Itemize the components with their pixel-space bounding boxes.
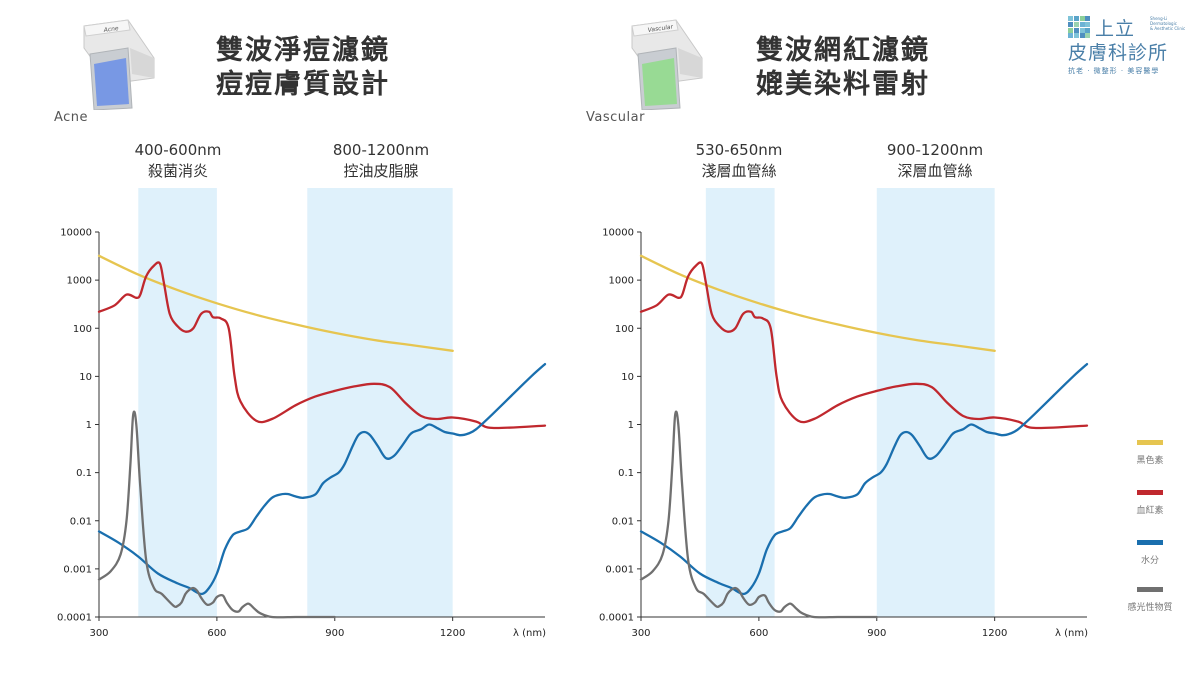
panel-2-band-1-label: 530-650nm 淺層血管絲 [695, 141, 783, 180]
legend-swatch [1137, 440, 1163, 445]
y-tick-label: 0.01 [70, 516, 92, 527]
y-tick-label: 1 [628, 420, 634, 431]
logo-english-name: Sheng-Li Dermatologic & Aesthetic Clinic [1150, 16, 1186, 31]
y-tick-label: 10 [621, 372, 634, 383]
y-tick-label: 1000 [609, 276, 634, 287]
series-line-4 [639, 410, 878, 619]
legend-label: 水分 [1140, 556, 1159, 566]
x-tick-label: 1200 [982, 628, 1007, 639]
legend-item-water: 水分 [1110, 540, 1190, 566]
series-line-2 [97, 261, 547, 430]
series-line-1 [639, 254, 996, 352]
vascular-filter-stamp: Vascular [647, 23, 674, 34]
x-tick-label: 600 [749, 628, 768, 639]
vascular-absorption-chart: 0.0001 0.001 0.01 0.1 1 10 100 1000 10000 300 600 9… [599, 188, 1089, 639]
x-tick-label: 300 [89, 628, 108, 639]
y-tick-label: 100 [615, 324, 634, 335]
y-tick-label: 0.1 [76, 468, 92, 479]
legend-swatch [1137, 490, 1163, 495]
series-line-4 [97, 410, 336, 619]
acne-absorption-chart: 0.0001 0.001 0.01 0.1 1 10 100 1000 10000 300 600 9… [57, 188, 547, 639]
vascular-filter-glass [642, 58, 677, 106]
panel-1-filter-tag: Acne [54, 110, 89, 125]
panel-1-band-2-label: 800-1200nm 控油皮脂腺 [332, 141, 430, 180]
legend-swatch [1137, 540, 1163, 545]
y-tick-label: 10000 [602, 228, 634, 239]
highlight-band-2 [307, 188, 453, 617]
panel-1-title: 雙波淨痘濾鏡 痘痘膚質設計 [216, 35, 390, 100]
highlight-band-1 [138, 188, 217, 617]
legend-label: 感光性物質 [1127, 603, 1173, 613]
acne-filter-glass [94, 58, 129, 106]
x-axis-label: λ (nm) [1055, 628, 1088, 639]
legend-item-photosensitizer: 感光性物質 [1110, 587, 1190, 613]
panel-1-band-1-label: 400-600nm 殺菌消炎 [134, 141, 222, 180]
legend-swatch [1137, 587, 1163, 592]
series-line-3 [97, 362, 547, 596]
y-tick-label: 0.0001 [57, 613, 92, 624]
logo-subtitle: 抗老 · 微整形 · 美容醫學 [1068, 67, 1160, 75]
panel-2-filter-tag: Vascular [586, 110, 645, 125]
y-tick-label: 0.01 [612, 516, 634, 527]
x-tick-label: 900 [325, 628, 344, 639]
logo-name: 上立 [1095, 18, 1136, 40]
series-line-1 [97, 254, 454, 352]
logo-mosaic-icon [1068, 16, 1090, 38]
legend-label: 血紅素 [1136, 506, 1164, 516]
series-line-3 [639, 362, 1089, 596]
y-tick-label: 10 [79, 372, 92, 383]
x-axis-label: λ (nm) [513, 628, 546, 639]
y-tick-label: 0.0001 [599, 613, 634, 624]
series-line-2 [639, 261, 1089, 430]
legend-item-hemoglobin: 血紅素 [1110, 490, 1190, 516]
acne-filter-stamp: Acne [102, 25, 119, 34]
acne-filter-image: Acne [80, 18, 160, 114]
logo-name-line2: 皮膚科診所 [1068, 42, 1169, 64]
clinic-logo: 上立 Sheng-Li Dermatologic & Aesthetic Cli… [1068, 14, 1193, 76]
x-tick-label: 300 [631, 628, 650, 639]
vascular-filter-image: Vascular [628, 18, 708, 114]
y-tick-label: 0.001 [605, 564, 634, 575]
y-tick-label: 0.1 [618, 468, 634, 479]
y-tick-label: 100 [73, 324, 92, 335]
panel-2-band-2-label: 900-1200nm 深層血管絲 [886, 141, 984, 180]
panel-2-title: 雙波網紅濾鏡 媲美染料雷射 [756, 35, 930, 100]
y-tick-label: 1000 [67, 276, 92, 287]
legend-label: 黑色素 [1136, 456, 1164, 466]
y-tick-label: 0.001 [63, 564, 92, 575]
highlight-band-1 [705, 188, 775, 617]
x-tick-label: 900 [867, 628, 886, 639]
y-tick-label: 1 [86, 420, 92, 431]
x-tick-label: 1200 [440, 628, 465, 639]
highlight-band-2 [876, 188, 995, 617]
y-tick-label: 10000 [60, 228, 92, 239]
x-tick-label: 600 [207, 628, 226, 639]
legend-item-melanin: 黑色素 [1110, 440, 1190, 466]
